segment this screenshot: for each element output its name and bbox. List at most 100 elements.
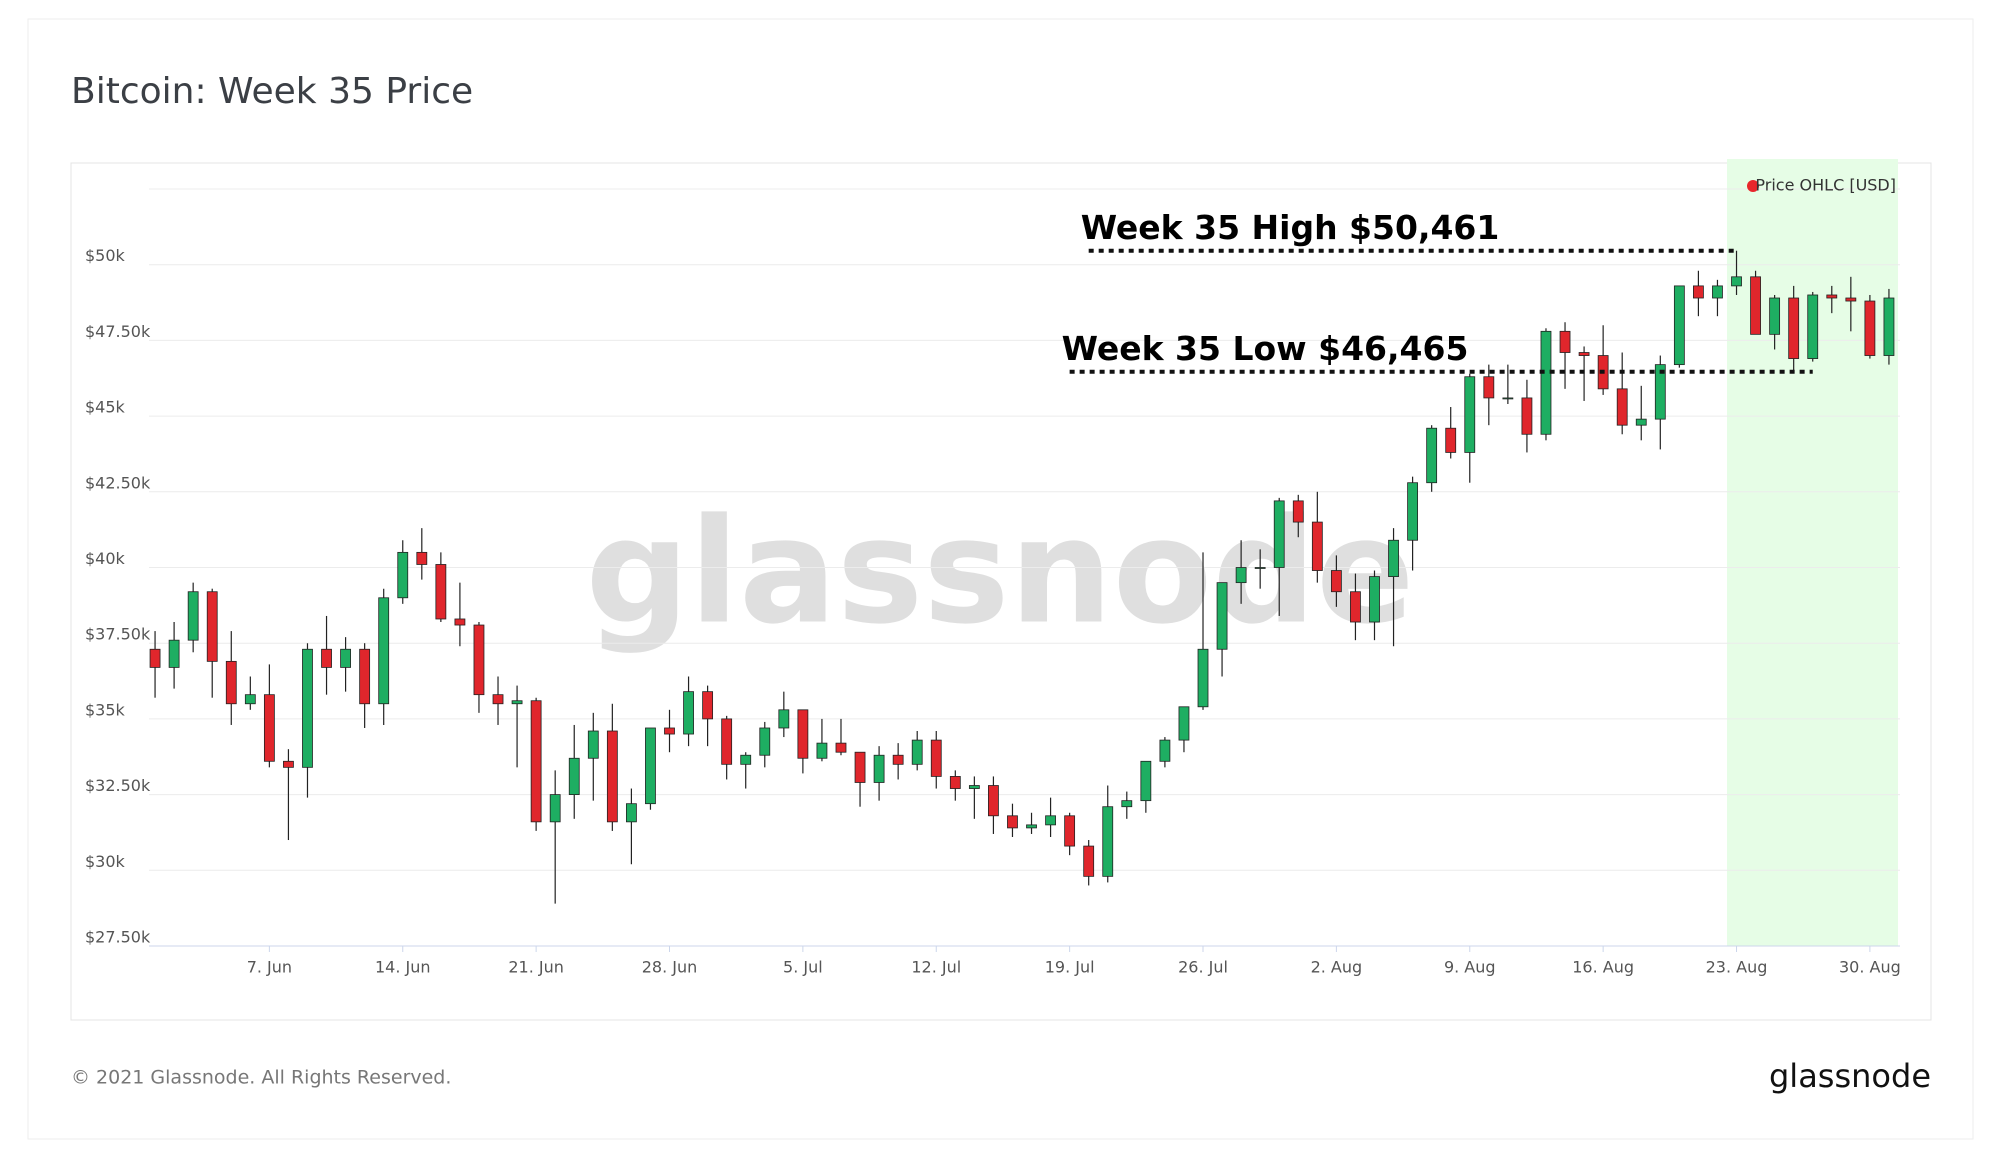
y-tick-label: $35k bbox=[85, 700, 126, 719]
x-tick-label: 26. Jul bbox=[1178, 958, 1228, 977]
candle-body bbox=[683, 691, 694, 735]
candle-body bbox=[816, 742, 828, 759]
candle-body bbox=[587, 730, 599, 759]
y-tick-label: $30k bbox=[85, 852, 126, 871]
candle-body bbox=[1712, 285, 1723, 299]
copyright: © 2021 Glassnode. All Rights Reserved. bbox=[71, 1067, 451, 1089]
candle-body bbox=[1616, 388, 1628, 426]
candle-body bbox=[1502, 397, 1514, 400]
candle-body bbox=[435, 564, 447, 620]
candle-body bbox=[1483, 376, 1495, 399]
candle-body bbox=[416, 551, 428, 565]
chart-title: Bitcoin: Week 35 Price bbox=[71, 71, 473, 112]
candle-body bbox=[1159, 739, 1171, 762]
candle-body bbox=[1788, 297, 1800, 359]
candle-body bbox=[549, 794, 561, 823]
legend-label: Price OHLC [USD] bbox=[1755, 176, 1896, 195]
candle-body bbox=[1540, 330, 1552, 435]
candle-body bbox=[321, 648, 332, 668]
candle-body bbox=[1407, 482, 1419, 541]
candle-body bbox=[1369, 576, 1380, 623]
candle-body bbox=[1140, 760, 1152, 802]
candle-body bbox=[949, 776, 961, 789]
candle-body bbox=[835, 742, 847, 753]
candle-body bbox=[606, 730, 618, 823]
candle-body bbox=[1826, 294, 1838, 299]
x-tick-label: 12. Jul bbox=[911, 958, 961, 977]
x-tick-label: 21. Jun bbox=[508, 958, 564, 977]
candle-body bbox=[1045, 815, 1056, 826]
x-tick-label: 5. Jul bbox=[783, 958, 823, 977]
candle-body bbox=[1445, 427, 1457, 453]
candle-body bbox=[1883, 297, 1895, 356]
candle-body bbox=[225, 660, 237, 705]
candle-body bbox=[702, 691, 714, 720]
candle-body bbox=[988, 785, 999, 817]
x-tick-label: 7. Jun bbox=[247, 958, 292, 977]
candle-body bbox=[1350, 591, 1361, 623]
candle-body bbox=[1026, 824, 1037, 829]
candle-body bbox=[1464, 376, 1476, 453]
candle-body bbox=[1635, 418, 1647, 426]
candle-body bbox=[206, 591, 218, 662]
x-tick-label: 16. Aug bbox=[1572, 958, 1634, 977]
x-tick-label: 30. Aug bbox=[1839, 958, 1901, 977]
candle-body bbox=[1083, 845, 1095, 877]
x-tick-label: 2. Aug bbox=[1311, 958, 1363, 977]
y-tick-label: $27.50k bbox=[85, 928, 151, 947]
watermark: glassnode bbox=[586, 488, 1415, 657]
annotation-text: Week 35 High $50,461 bbox=[1081, 208, 1500, 247]
candle-body bbox=[854, 751, 866, 783]
candle-body bbox=[1807, 294, 1819, 359]
candle-body bbox=[740, 754, 752, 765]
candle-body bbox=[568, 757, 580, 795]
candle-body bbox=[1426, 427, 1438, 484]
candle-body bbox=[1197, 648, 1209, 708]
candle-body bbox=[1845, 297, 1857, 302]
candle-body bbox=[968, 785, 980, 789]
candle-body bbox=[378, 597, 390, 705]
candle-body bbox=[911, 739, 923, 765]
candle-body bbox=[1064, 815, 1076, 847]
annotation-text: Week 35 Low $46,465 bbox=[1062, 329, 1469, 368]
candle-body bbox=[168, 639, 180, 668]
candle-body bbox=[1007, 815, 1018, 829]
candle-body bbox=[359, 648, 371, 705]
candle-body bbox=[187, 591, 199, 641]
candle-body bbox=[778, 709, 790, 729]
candle-body bbox=[149, 648, 161, 668]
candle-body bbox=[1750, 276, 1761, 335]
candle-body bbox=[1654, 364, 1666, 420]
candle-body bbox=[1388, 539, 1399, 577]
y-tick-label: $47.50k bbox=[85, 322, 151, 341]
candle-body bbox=[1121, 800, 1133, 808]
candle-body bbox=[244, 694, 256, 705]
candle-body bbox=[1864, 300, 1876, 356]
candle-body bbox=[721, 718, 733, 765]
candle-body bbox=[1254, 567, 1266, 569]
candle-body bbox=[759, 727, 771, 756]
y-tick-label: $40k bbox=[85, 549, 126, 568]
candle-body bbox=[1292, 500, 1304, 523]
candle-body bbox=[492, 694, 504, 705]
candle-body bbox=[283, 760, 294, 768]
y-tick-label: $37.50k bbox=[85, 625, 151, 644]
y-tick-label: $45k bbox=[85, 398, 126, 417]
candle-body bbox=[1521, 397, 1533, 435]
candle-body bbox=[1216, 582, 1228, 650]
candle-body bbox=[625, 803, 637, 823]
candle-body bbox=[1311, 521, 1323, 571]
x-tick-label: 23. Aug bbox=[1706, 958, 1768, 977]
x-tick-label: 19. Jul bbox=[1045, 958, 1095, 977]
candle-body bbox=[1559, 330, 1571, 353]
candle-body bbox=[263, 694, 275, 762]
candle-body bbox=[1178, 706, 1190, 741]
candle-body bbox=[530, 700, 542, 823]
candle-body bbox=[664, 727, 675, 735]
candle-body bbox=[511, 700, 523, 705]
legend-marker bbox=[1747, 180, 1759, 192]
y-tick-label: $42.50k bbox=[85, 473, 151, 492]
candle-body bbox=[302, 648, 313, 768]
candle-body bbox=[1235, 567, 1247, 584]
